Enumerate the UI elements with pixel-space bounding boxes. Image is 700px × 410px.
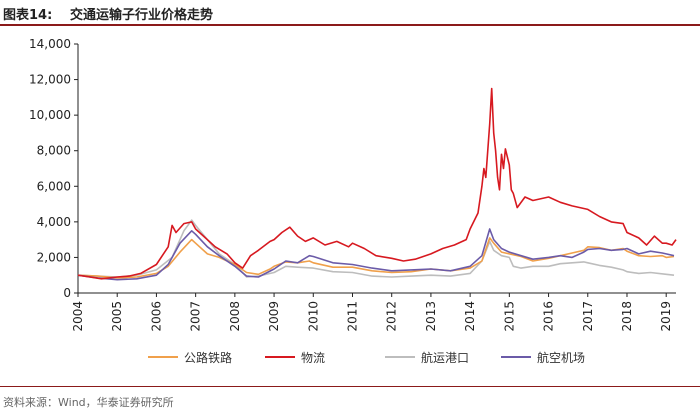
legend-label: 航空机场 xyxy=(537,350,586,365)
legend-item-3: 航运港口 xyxy=(385,346,469,368)
legend: 公路铁路 物流 航运港口 航空机场 xyxy=(0,346,700,368)
x-tick-label: 2017 xyxy=(581,301,595,332)
x-tick-label: 2007 xyxy=(189,301,203,332)
legend-swatch xyxy=(148,356,178,358)
x-tick-label: 2014 xyxy=(463,301,477,332)
figure-label: 图表14: xyxy=(3,8,53,23)
y-tick-label: 2,000 xyxy=(37,250,71,264)
legend-swatch xyxy=(385,356,415,358)
x-tick-label: 2011 xyxy=(345,301,359,332)
legend-item-1: 公路铁路 xyxy=(148,346,232,368)
y-tick-label: 12,000 xyxy=(29,73,71,87)
series-line-3 xyxy=(77,219,675,278)
title-bar: 图表14: 交通运输子行业价格走势 xyxy=(0,0,700,26)
series-line-2 xyxy=(77,87,677,280)
x-tick-label: 2018 xyxy=(620,301,634,332)
y-tick-label: 10,000 xyxy=(29,108,71,122)
x-tick-label: 2009 xyxy=(267,301,281,332)
x-tick-label: 2016 xyxy=(542,301,556,332)
legend-item-2: 物流 xyxy=(265,346,325,368)
y-tick-label: 6,000 xyxy=(37,179,71,193)
x-tick-label: 2006 xyxy=(149,301,163,332)
y-tick-label: 8,000 xyxy=(37,144,71,158)
source-note: 资料来源：Wind，华泰证券研究所 xyxy=(3,396,174,409)
source-divider xyxy=(0,386,700,387)
series-layer xyxy=(77,87,677,281)
legend-label: 航运港口 xyxy=(421,350,470,365)
chart-title: 交通运输子行业价格走势 xyxy=(70,8,214,23)
legend-swatch xyxy=(265,356,295,358)
line-chart: 02,0004,0006,0008,00010,00012,00014,000 … xyxy=(29,37,677,332)
x-tick-label: 2008 xyxy=(228,301,242,332)
y-axis: 0 2,000 4,000 6,000 8,000 10,000 12,000 14,000 xyxy=(29,37,79,300)
x-axis: 2004 2005 2006 2007 2008 2009 2010 2011 2012 2013… xyxy=(71,292,676,332)
x-tick-label: 2010 xyxy=(306,301,320,332)
series-line-4 xyxy=(77,228,675,281)
legend-label: 公路铁路 xyxy=(184,350,233,365)
y-tick-label: 0 xyxy=(63,286,71,300)
legend-swatch xyxy=(501,356,531,358)
x-tick-label: 2004 xyxy=(71,301,85,332)
x-tick-label: 2005 xyxy=(110,301,124,332)
x-tick-label: 2012 xyxy=(385,301,399,332)
series-line-1 xyxy=(77,237,675,279)
x-tick-label: 2015 xyxy=(502,301,516,332)
y-tick-label: 14,000 xyxy=(29,37,71,51)
legend-item-4: 航空机场 xyxy=(501,346,585,368)
x-tick-label: 2013 xyxy=(424,301,438,332)
legend-label: 物流 xyxy=(301,350,326,365)
x-tick-label: 2019 xyxy=(659,301,673,332)
y-tick-label: 4,000 xyxy=(37,215,71,229)
